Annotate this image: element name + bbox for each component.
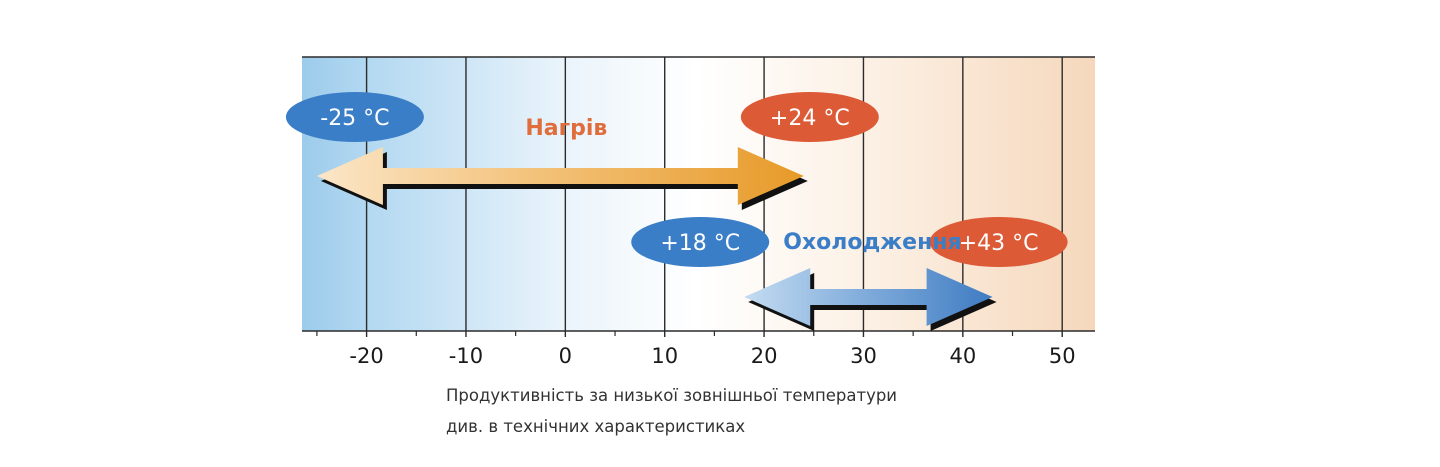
x-tick-label: 20 — [751, 344, 778, 368]
range-min-label: -25 °C — [320, 106, 389, 131]
range-arrow — [316, 147, 804, 205]
range-title: Нагрів — [525, 116, 607, 141]
range-max-label: +24 °C — [770, 106, 850, 131]
caption-line-2: див. в технічних характеристиках — [446, 417, 746, 436]
x-tick-label: -10 — [449, 344, 483, 368]
range-max-label: +43 °C — [959, 231, 1039, 256]
range-title: Охолодження — [783, 230, 961, 255]
range-max-pill — [929, 217, 1068, 267]
range-min-pill — [631, 217, 770, 267]
range-group: -25 °C +24 °C Нагрів — [285, 92, 879, 210]
range-max-pill — [740, 92, 879, 142]
range-min-label: +18 °C — [660, 231, 740, 256]
x-tick-label: -20 — [349, 344, 383, 368]
range-arrows: -25 °C +24 °C Нагрів +18 °C +43 °CОхолодженн… — [285, 92, 1068, 331]
minor-ticks — [316, 331, 1014, 336]
x-tick-label: 0 — [559, 344, 572, 368]
caption-line-1: Продуктивність за низької зовнішньої тем… — [446, 386, 898, 405]
x-tick-label: 50 — [1049, 344, 1076, 368]
x-tick-labels: -20 -10 0 10 20 30 40 50 — [349, 344, 1075, 368]
x-tick-label: 30 — [850, 344, 877, 368]
x-tick-label: 10 — [651, 344, 678, 368]
x-tick-label: 40 — [949, 344, 976, 368]
range-min-pill — [285, 92, 424, 142]
range-arrow — [744, 268, 993, 326]
